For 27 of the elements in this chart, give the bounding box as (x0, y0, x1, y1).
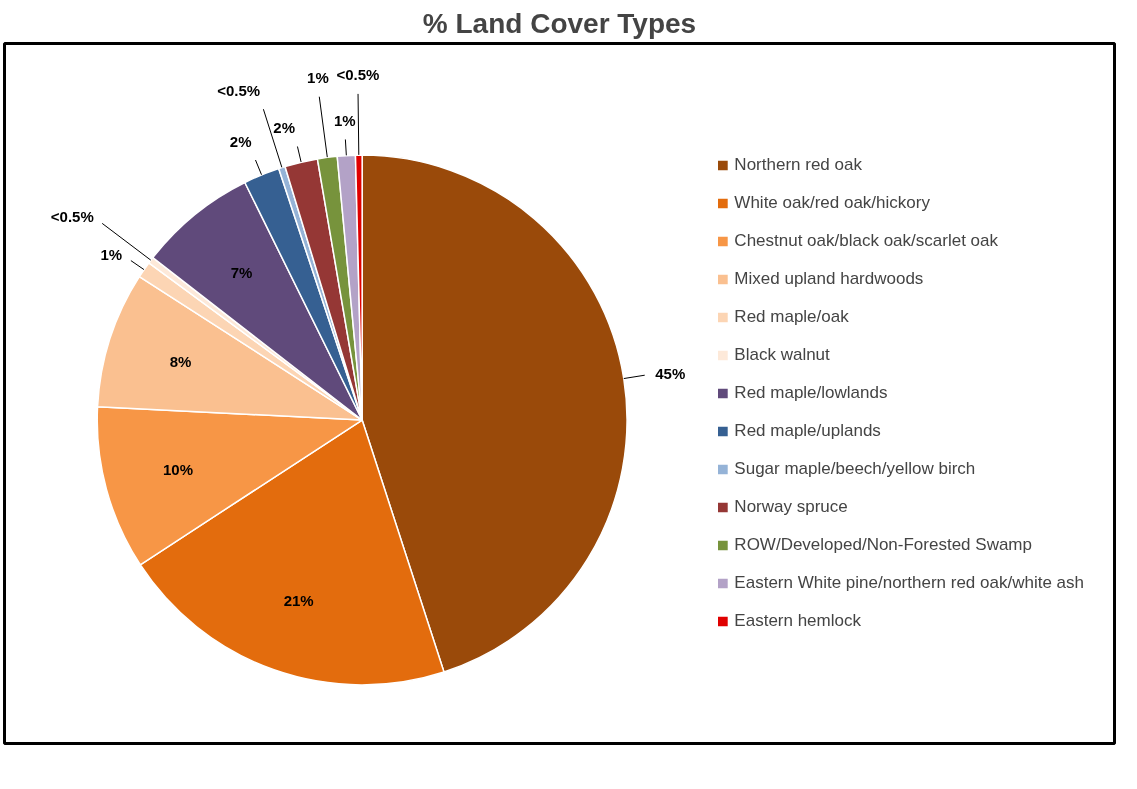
data-label: 8% (169, 353, 192, 371)
data-label: <0.5% (217, 82, 261, 100)
data-label: 7% (230, 263, 253, 281)
legend-label: White oak/red oak/hickory (734, 193, 930, 213)
data-label: 45% (655, 365, 686, 383)
data-label: 1% (333, 111, 356, 129)
data-label: <0.5% (50, 208, 94, 226)
data-label: 2% (273, 119, 296, 137)
chart-title: % Land Cover Types (422, 7, 697, 39)
data-label: 10% (162, 461, 194, 479)
data-label: 21% (283, 591, 314, 609)
legend-label: Red maple/oak (734, 307, 849, 327)
legend-label: Red maple/lowlands (734, 383, 888, 403)
legend-label: ROW/Developed/Non-Forested Swamp (734, 535, 1032, 555)
data-label: 1% (307, 69, 329, 87)
legend-label: Sugar maple/beech/yellow birch (734, 459, 976, 479)
legend-label: Eastern White pine/northern red oak/white ash (734, 573, 1084, 593)
legend-label: Eastern hemlock (734, 611, 861, 631)
data-label: 2% (229, 133, 252, 151)
legend-label: Chestnut oak/black oak/scarlet oak (734, 231, 999, 251)
legend-label: Norway spruce (734, 497, 848, 517)
legend-label: Northern red oak (734, 155, 862, 175)
data-label: 1% (100, 246, 123, 264)
legend-label: Mixed upland hardwoods (734, 269, 924, 289)
legend-label: Black walnut (734, 345, 830, 365)
data-label: <0.5% (336, 66, 380, 84)
legend-label: Red maple/uplands (734, 421, 881, 441)
